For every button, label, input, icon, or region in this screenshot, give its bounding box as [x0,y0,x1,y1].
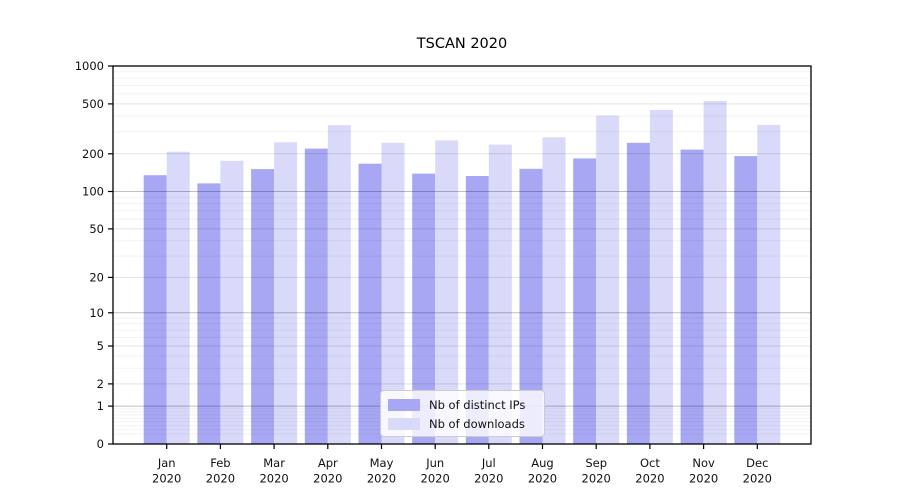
x-tick-label-year-mar: 2020 [259,472,288,486]
x-tick-label-year-dec: 2020 [743,472,772,486]
legend-label-downloads: Nb of downloads [429,417,525,431]
y-tick-label-10: 10 [89,306,104,320]
x-tick-label-month-jun: Jun [425,456,444,470]
plot-border [112,65,812,445]
bar-jan-downloads [166,151,190,444]
y-tick-label-0: 0 [97,437,104,451]
legend: Nb of distinct IPs Nb of downloads [380,390,545,437]
bar-apr-downloads [327,125,351,444]
bar-dec-downloads [757,124,781,445]
chart-title: TSCAN 2020 [416,36,508,52]
bar-feb-downloads [220,160,244,445]
bar-feb-distinct-ips [197,183,221,444]
x-tick-label-year-aug: 2020 [528,472,557,486]
bar-mar-distinct-ips [251,169,275,444]
legend-label-distinct-ips: Nb of distinct IPs [429,398,526,412]
x-tick-label-year-jan: 2020 [152,472,181,486]
bar-sep-distinct-ips [573,158,597,444]
y-tick-label-5: 5 [97,339,104,353]
x-tick-label-year-feb: 2020 [206,472,235,486]
bar-jul-downloads [488,144,512,444]
x-tick-label-month-jan: Jan [157,456,176,470]
x-tick-label-year-apr: 2020 [313,472,342,486]
bars-group [143,101,781,445]
y-tick-label-20: 20 [89,270,104,284]
x-tick-label-month-oct: Oct [640,456,660,470]
x-tick-label-month-sep: Sep [585,456,607,470]
x-tick-label-year-jul: 2020 [474,472,503,486]
x-tick-label-year-oct: 2020 [635,472,664,486]
y-tick-label-50: 50 [89,222,104,236]
x-axis: Jan 2020 Feb 2020 Mar 2020 Apr 2020 May 2020 Jun 20… [152,444,772,486]
y-tick-label-500: 500 [82,97,104,111]
x-tick-label-month-mar: Mar [263,456,285,470]
y-tick-label-1: 1 [97,399,104,413]
bar-dec-distinct-ips [734,156,758,444]
bar-sep-downloads [596,115,620,444]
bar-nov-downloads [703,101,727,444]
bar-jan-distinct-ips [143,175,167,444]
bar-apr-distinct-ips [304,148,328,444]
x-tick-label-year-sep: 2020 [582,472,611,486]
x-tick-label-month-nov: Nov [692,456,715,470]
legend-swatch-distinct-ips [388,399,420,411]
y-tick-label-1000: 1000 [75,59,104,73]
x-tick-label-year-nov: 2020 [689,472,718,486]
bar-may-distinct-ips [358,163,382,444]
bar-aug-distinct-ips [519,168,543,445]
x-tick-label-month-apr: Apr [318,456,338,470]
bar-may-downloads [381,142,405,445]
x-tick-label-year-jun: 2020 [421,472,450,486]
legend-row-downloads: Nb of downloads [388,416,536,432]
bar-jun-downloads [435,140,459,444]
x-tick-label-month-jul: Jul [481,456,496,470]
y-tick-label-2: 2 [97,377,104,391]
x-tick-label-month-may: May [370,456,394,470]
bar-aug-downloads [542,137,566,445]
bar-nov-distinct-ips [680,149,704,444]
x-tick-label-month-aug: Aug [531,456,553,470]
legend-row-distinct-ips: Nb of distinct IPs [388,397,536,413]
bar-mar-downloads [274,142,298,445]
bar-jun-distinct-ips [412,173,436,444]
bar-jul-distinct-ips [465,176,489,444]
y-tick-label-200: 200 [82,147,104,161]
x-tick-label-year-may: 2020 [367,472,396,486]
x-tick-label-month-dec: Dec [746,456,768,470]
x-tick-label-month-feb: Feb [210,456,230,470]
bar-oct-downloads [649,110,673,444]
legend-swatch-downloads [388,418,420,430]
bar-oct-distinct-ips [626,142,650,445]
y-tick-label-100: 100 [82,185,104,199]
y-axis: 0 1 2 5 10 20 50 100 200 500 1000 [75,59,113,451]
